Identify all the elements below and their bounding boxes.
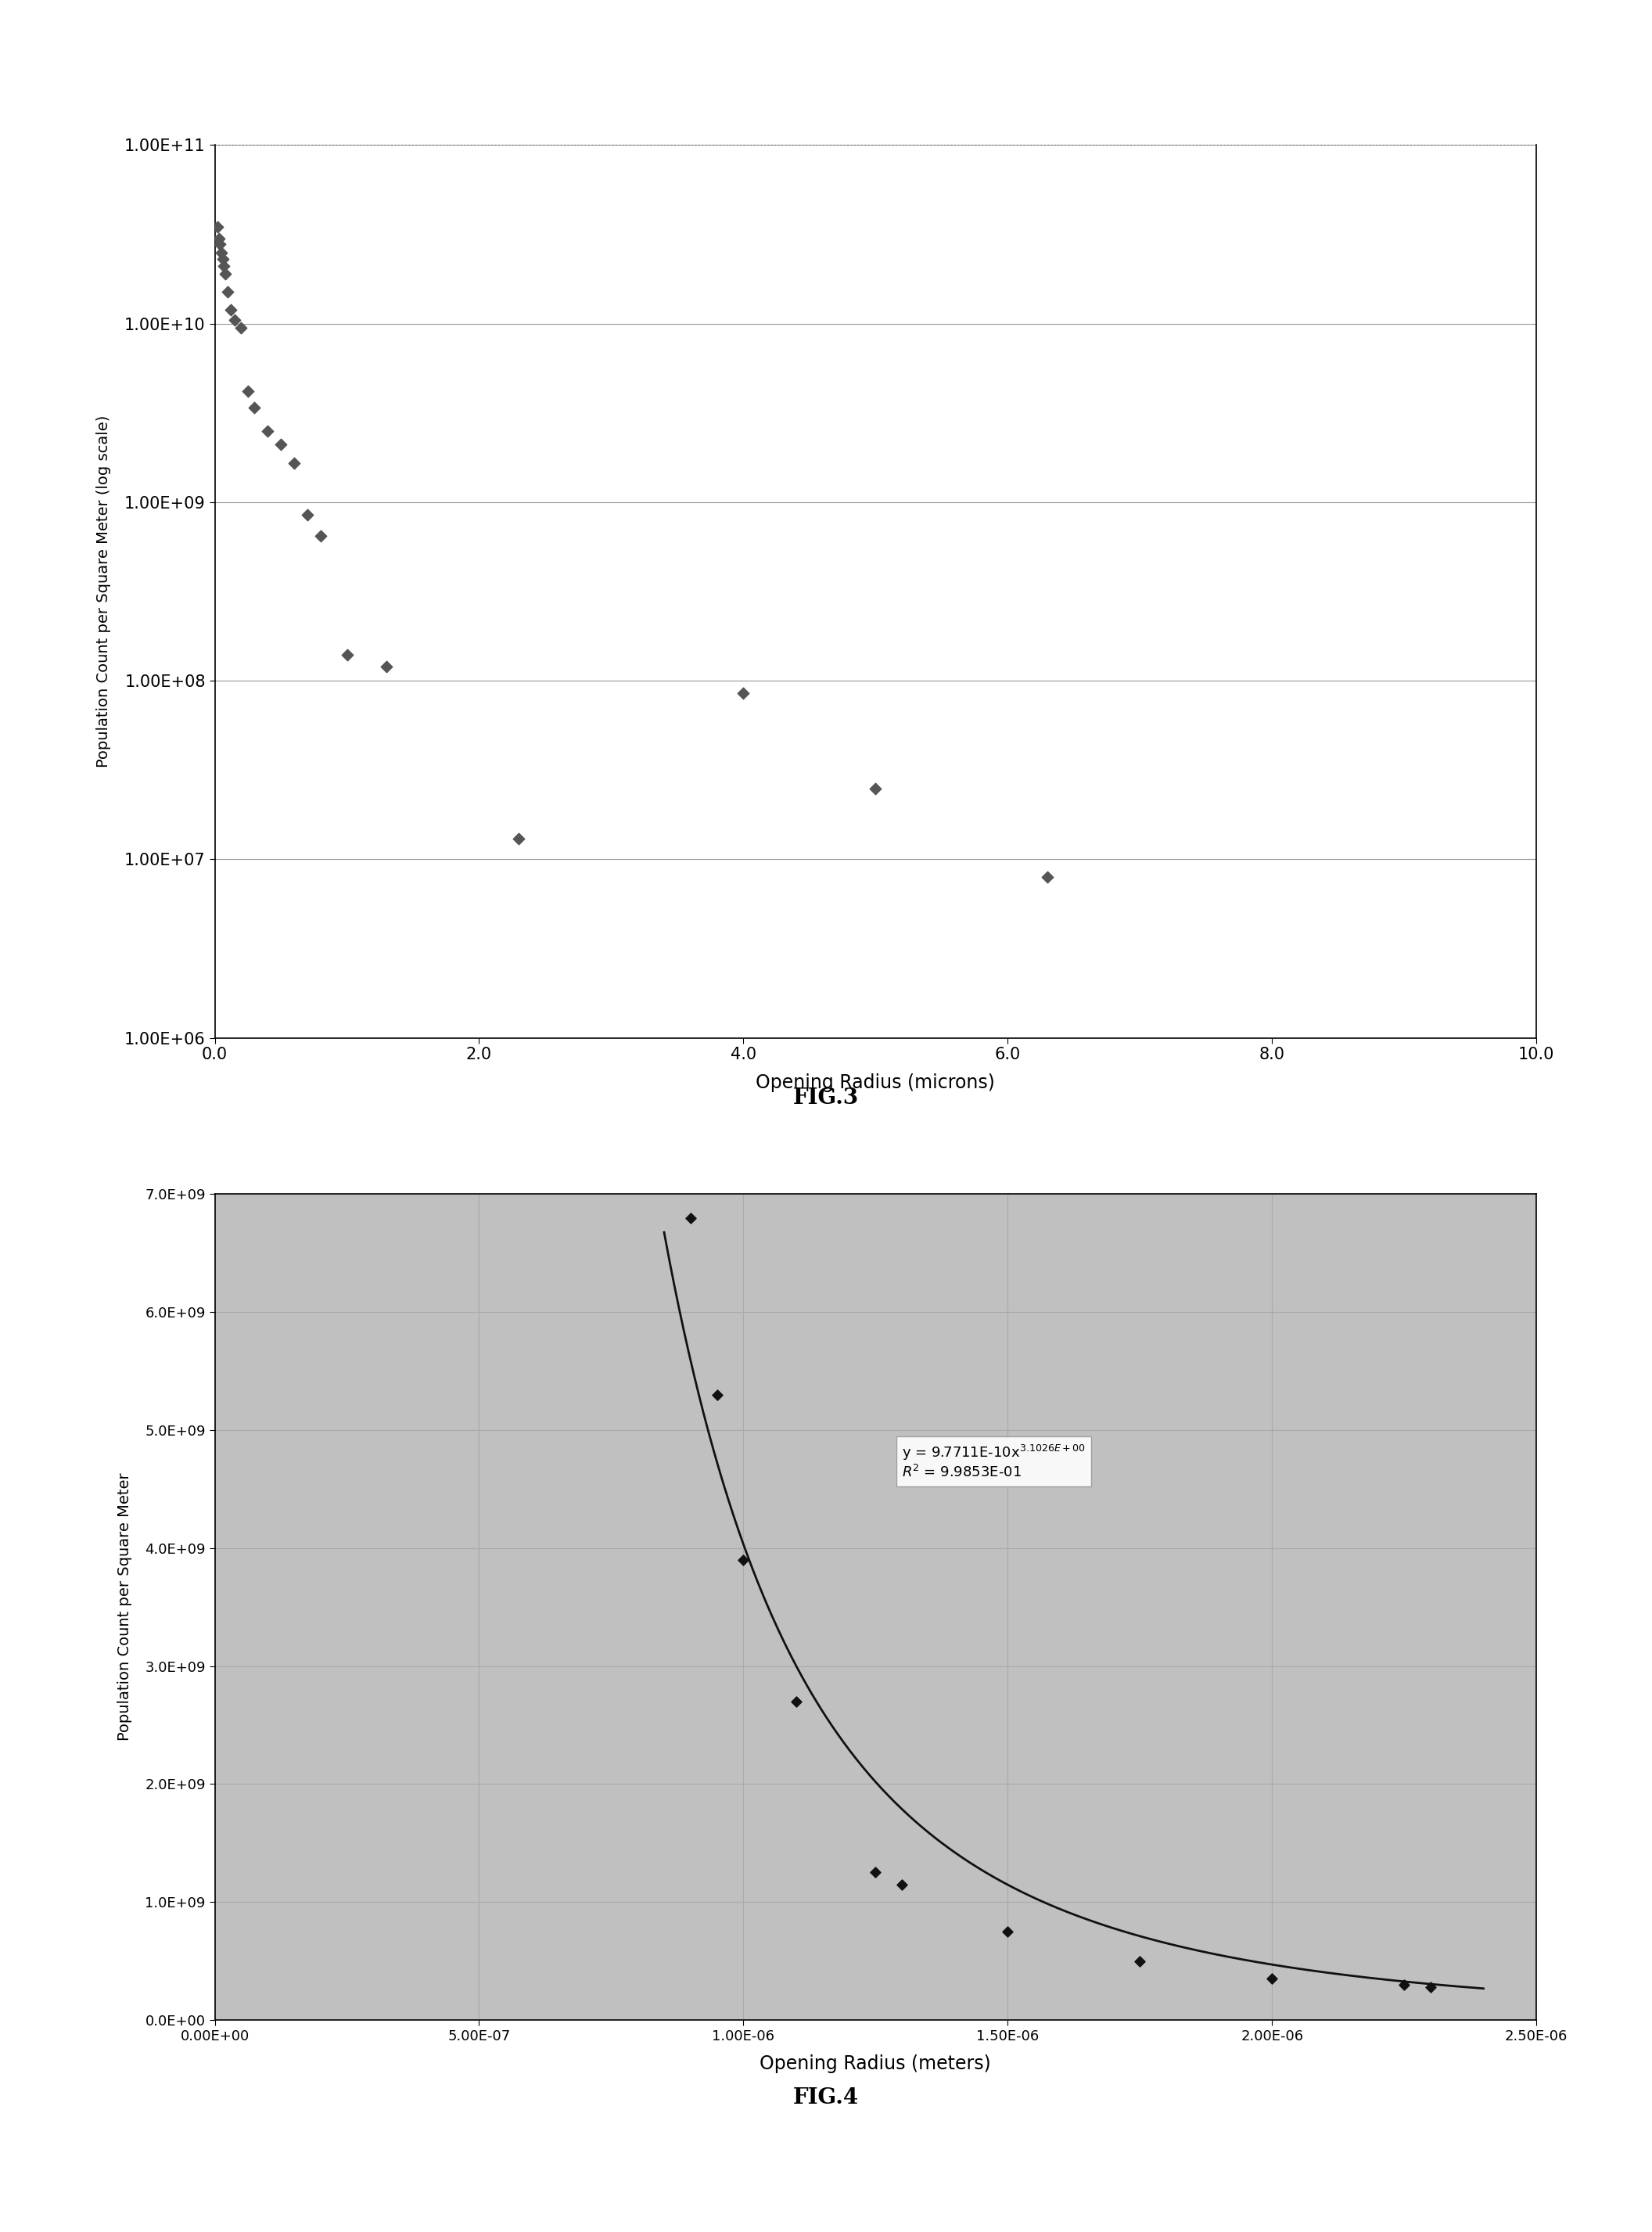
- Point: [373, 650, 400, 685]
- Point: [995, 1913, 1021, 1949]
- Point: [862, 1855, 889, 1891]
- Point: [1034, 859, 1061, 895]
- Point: [1127, 1944, 1153, 1980]
- Point: [1259, 1960, 1285, 1995]
- Point: [268, 426, 294, 462]
- Text: y = 9.7711E-10x$^{3.1026E+00}$
$R^2$ = 9.9853E-01: y = 9.7711E-10x$^{3.1026E+00}$ $R^2$ = 9…: [902, 1444, 1085, 1480]
- Point: [208, 234, 235, 270]
- Point: [1391, 1966, 1417, 2002]
- Point: [704, 1377, 730, 1413]
- Point: [730, 676, 757, 712]
- Point: [677, 1201, 704, 1237]
- Y-axis label: Population Count per Square Meter (log scale): Population Count per Square Meter (log s…: [96, 415, 111, 768]
- Point: [862, 770, 889, 806]
- Point: [235, 373, 261, 408]
- Point: [254, 413, 281, 449]
- Point: [221, 301, 248, 337]
- Point: [730, 1542, 757, 1578]
- Y-axis label: Population Count per Square Meter: Population Count per Square Meter: [117, 1473, 132, 1741]
- Point: [506, 821, 532, 857]
- Point: [211, 248, 238, 283]
- Point: [228, 310, 254, 346]
- Point: [211, 257, 238, 292]
- Text: FIG.3: FIG.3: [793, 1087, 859, 1109]
- Point: [334, 636, 360, 672]
- Point: [206, 225, 233, 261]
- Point: [241, 388, 268, 424]
- X-axis label: Opening Radius (meters): Opening Radius (meters): [760, 2053, 991, 2074]
- Point: [889, 1866, 915, 1902]
- Point: [205, 208, 231, 243]
- Point: [205, 221, 231, 257]
- Point: [210, 241, 236, 277]
- Point: [215, 275, 241, 310]
- Point: [281, 446, 307, 482]
- Point: [218, 292, 244, 328]
- Point: [294, 498, 320, 533]
- Point: [1417, 1969, 1444, 2004]
- Text: FIG.4: FIG.4: [793, 2087, 859, 2109]
- Point: [307, 518, 334, 554]
- Point: [783, 1683, 809, 1719]
- X-axis label: Opening Radius (microns): Opening Radius (microns): [757, 1074, 995, 1091]
